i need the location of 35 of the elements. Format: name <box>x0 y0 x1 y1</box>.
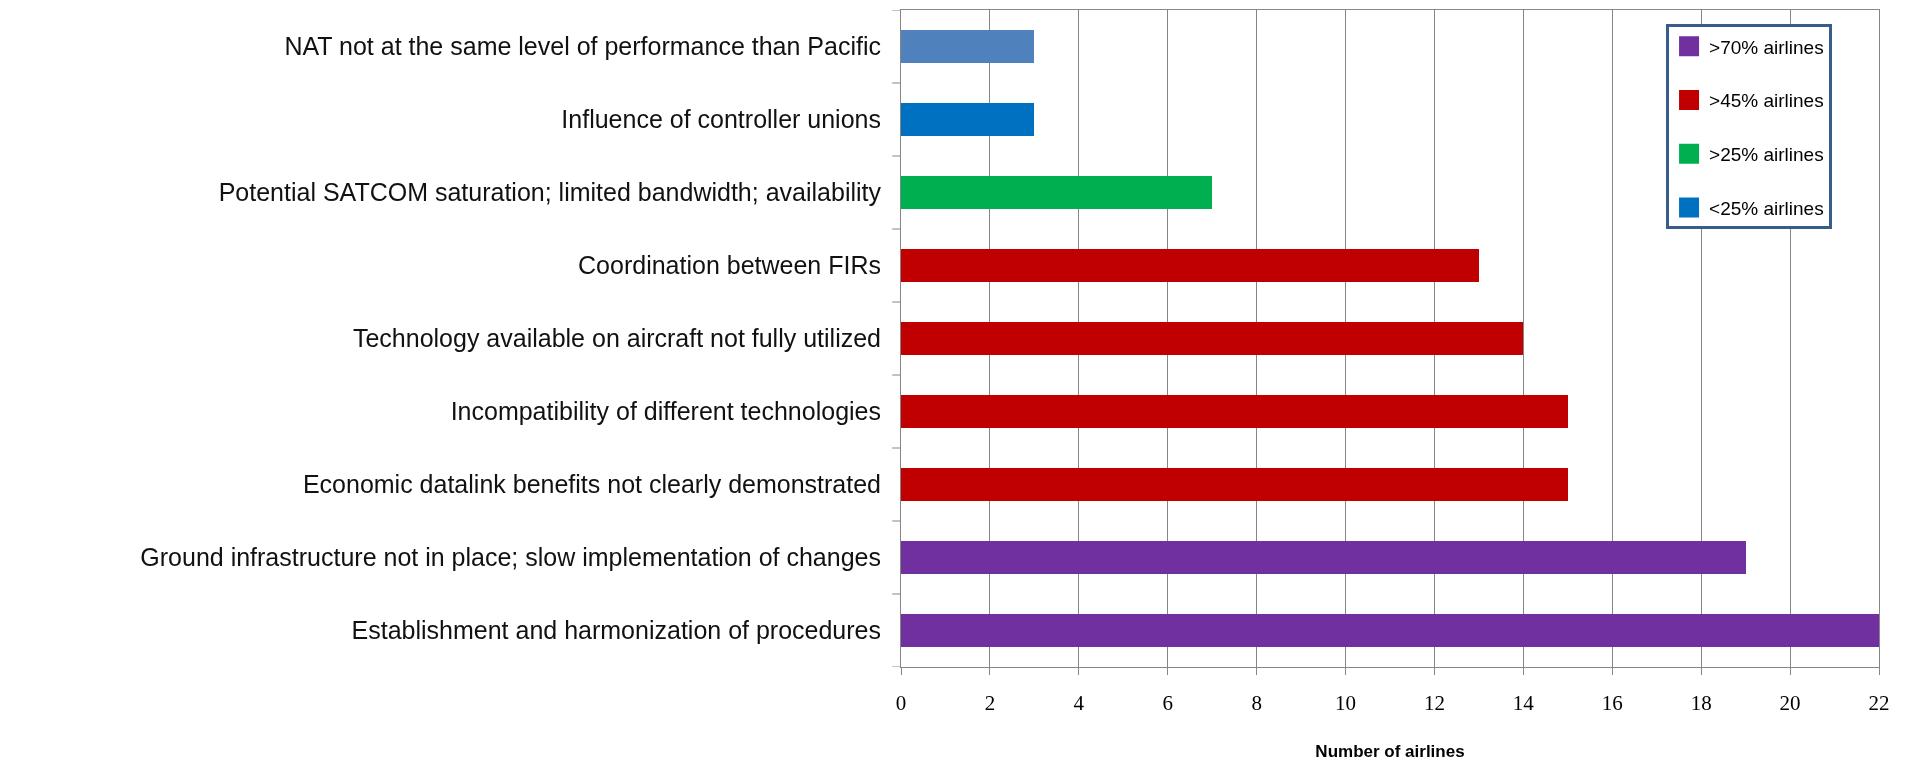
y-tick-label: Economic datalink benefits not clearly demonstrated <box>302 470 881 499</box>
x-tick-label: 8 <box>1251 691 1262 716</box>
y-tick-label: Establishment and harmonization of procedures <box>351 616 881 645</box>
legend-label: >25% airlines <box>1709 144 1824 166</box>
y-tick-label: Potential SATCOM saturation; limited bandwidth; availability <box>218 178 882 207</box>
legend-label: >70% airlines <box>1709 36 1824 58</box>
x-tick-label: 14 <box>1512 691 1535 716</box>
x-tick-label: 12 <box>1423 691 1445 716</box>
y-tick-label: NAT not at the same level of performance than Pacific <box>284 32 881 61</box>
bar <box>901 395 1568 428</box>
bar <box>901 614 1879 647</box>
y-tick-label: Technology available on aircraft not fully utilized <box>352 324 881 353</box>
bar <box>901 249 1479 282</box>
y-tick-label: Influence of controller unions <box>561 105 881 134</box>
y-tick-label: Coordination between FIRs <box>578 251 881 280</box>
y-tick-label: Ground infrastructure not in place; slow implementation of changes <box>140 543 881 572</box>
x-tick-label: 4 <box>1073 691 1085 716</box>
bar <box>901 468 1568 501</box>
x-tick-label: 6 <box>1162 691 1173 716</box>
y-tick-label: Incompatibility of different technologies <box>450 397 881 426</box>
x-tick-label: 0 <box>895 691 907 716</box>
bar <box>901 30 1035 63</box>
x-tick-label: 16 <box>1601 691 1623 716</box>
bar <box>901 176 1213 209</box>
x-tick-label: 10 <box>1335 691 1357 716</box>
x-tick-label: 22 <box>1868 691 1890 716</box>
x-axis-title: Number of airlines <box>1315 741 1465 761</box>
bar <box>901 322 1524 355</box>
bar <box>901 541 1746 574</box>
x-tick-label: 2 <box>984 691 996 716</box>
legend-label: <25% airlines <box>1709 197 1824 219</box>
x-tick-label: 18 <box>1690 691 1712 716</box>
x-tick-label: 20 <box>1779 691 1801 716</box>
bar <box>901 103 1035 136</box>
legend-label: >45% airlines <box>1709 90 1824 112</box>
